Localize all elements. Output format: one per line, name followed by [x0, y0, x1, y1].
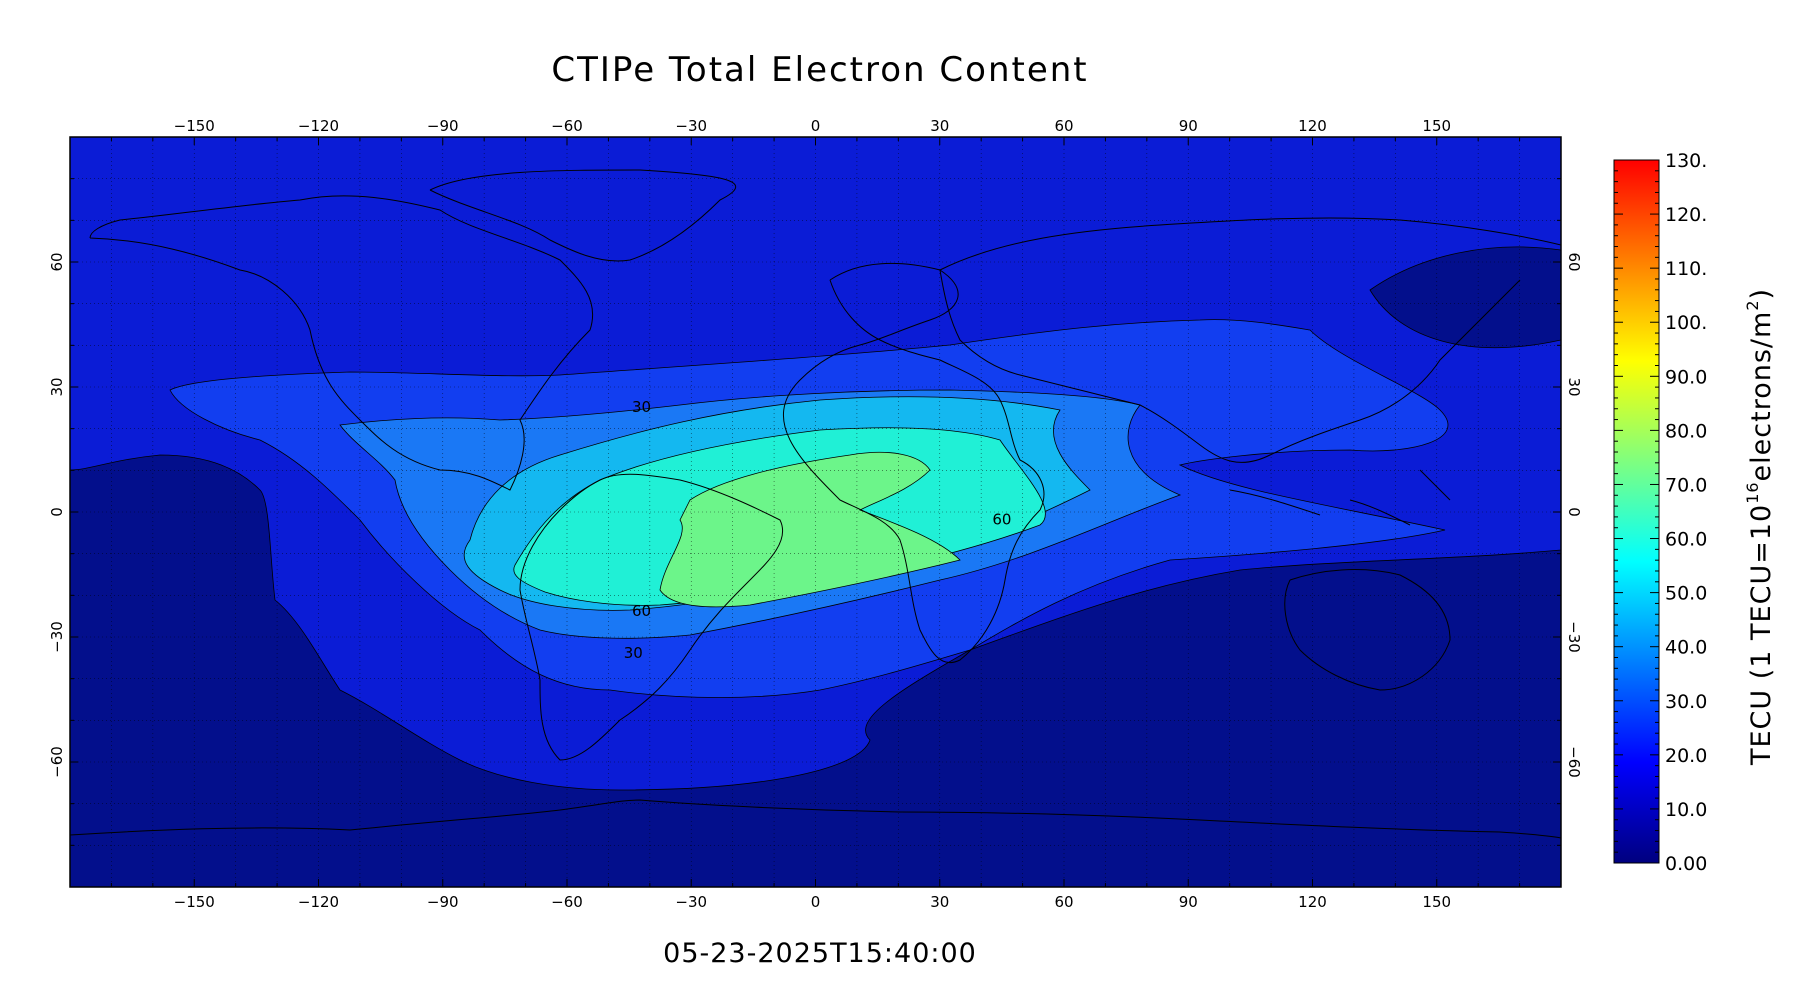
lon-label-top: 30 — [930, 117, 949, 135]
unit-label-tail: electrons/m — [1746, 311, 1777, 482]
contour-value-label: 60 — [992, 511, 1011, 529]
colorbar-label: 50.0 — [1665, 583, 1707, 605]
unit-label-main: TECU (1 TECU=10 — [1746, 504, 1777, 766]
south-america-outline — [519, 473, 784, 761]
contour-labels: 30 60 30 60 — [624, 398, 1012, 662]
contour-value-label: 30 — [632, 398, 651, 416]
greenland-outline — [429, 169, 736, 262]
continent-outlines — [70, 169, 1561, 839]
lon-label-top: 60 — [1054, 117, 1073, 135]
colorbar-label: 20.0 — [1665, 745, 1707, 767]
lon-label-top: −30 — [675, 117, 707, 135]
lon-label-top: 120 — [1298, 117, 1327, 135]
lon-label-top: −60 — [551, 117, 583, 135]
colorbar-label: 120. — [1665, 204, 1707, 226]
colorbar-label: 90.0 — [1665, 366, 1707, 388]
colorbar-label: 130. — [1665, 150, 1707, 172]
map-title: CTIPe Total Electron Content — [551, 50, 1089, 90]
lat-label-right: 60 — [1565, 252, 1583, 271]
lon-label-top: −150 — [174, 117, 215, 135]
lon-label-bottom: −150 — [174, 893, 215, 911]
lon-label-top: −120 — [298, 117, 339, 135]
unit-label-exp: 16 — [1743, 481, 1762, 503]
unit-label-tail-exp: 2 — [1743, 299, 1762, 310]
lon-label-bottom: 30 — [930, 893, 949, 911]
colorbar-label: 60.0 — [1665, 529, 1707, 551]
colorbar-unit-label: TECU (1 TECU=1016electrons/m2) — [1743, 288, 1777, 766]
lat-label-right: 0 — [1565, 507, 1583, 517]
lat-label-right: −30 — [1565, 621, 1583, 653]
europe-africa-outline — [782, 263, 1045, 664]
colorbar-label: 80.0 — [1665, 420, 1707, 442]
colorbar-label: 110. — [1665, 258, 1707, 280]
lat-label-right: −60 — [1565, 746, 1583, 778]
lon-label-bottom: 60 — [1054, 893, 1073, 911]
lat-label-left: −60 — [48, 746, 66, 778]
lon-label-bottom: −120 — [298, 893, 339, 911]
colorbar-gradient — [1613, 159, 1660, 864]
lon-label-bottom: 150 — [1422, 893, 1451, 911]
lat-label-left: 60 — [48, 252, 66, 271]
colorbar-label: 100. — [1665, 312, 1707, 334]
north-america-outline — [89, 195, 594, 491]
lon-label-top: 150 — [1422, 117, 1451, 135]
lon-label-bottom: −60 — [551, 893, 583, 911]
lon-label-bottom: 90 — [1179, 893, 1198, 911]
lon-label-bottom: 120 — [1298, 893, 1327, 911]
lon-label-top: −90 — [427, 117, 459, 135]
lon-label-bottom: −30 — [675, 893, 707, 911]
lon-label-bottom: −90 — [427, 893, 459, 911]
colorbar: 130. 120. 110. 100. 90.0 80.0 70.0 60.0 50.0 40.0… — [1613, 150, 1777, 875]
unit-label-close: ) — [1746, 288, 1777, 300]
colorbar-label: 40.0 — [1665, 637, 1707, 659]
colorbar-ticks — [1614, 159, 1659, 864]
colorbar-label: 10.0 — [1665, 799, 1707, 821]
lat-label-left: 0 — [48, 507, 66, 517]
lat-label-left: 30 — [48, 377, 66, 396]
asia-outline — [939, 217, 1561, 463]
colorbar-label: 0.00 — [1665, 853, 1707, 875]
lon-label-bottom: 0 — [811, 893, 821, 911]
lat-label-left: −30 — [48, 621, 66, 653]
australia-outline — [1284, 569, 1451, 691]
indonesia-outline — [1229, 469, 1451, 526]
contour-value-label: 60 — [632, 602, 651, 620]
colorbar-label: 30.0 — [1665, 691, 1707, 713]
lon-label-top: 90 — [1179, 117, 1198, 135]
map-axis-ticks — [70, 137, 1561, 887]
timestamp-label: 05-23-2025T15:40:00 — [663, 938, 977, 969]
colorbar-label: 70.0 — [1665, 474, 1707, 496]
map-axis-labels: −150−150−120−120−90−90−60−60−30−30003030… — [48, 117, 1583, 911]
lon-label-top: 0 — [811, 117, 821, 135]
contour-value-label: 30 — [624, 644, 643, 662]
tec-level-60-region — [659, 451, 961, 608]
colorbar-labels: 130. 120. 110. 100. 90.0 80.0 70.0 60.0 50.0 40.0… — [1665, 150, 1707, 875]
lat-lon-grid — [70, 137, 1561, 887]
antarctica-outline — [70, 799, 1561, 839]
lat-label-right: 30 — [1565, 377, 1583, 396]
